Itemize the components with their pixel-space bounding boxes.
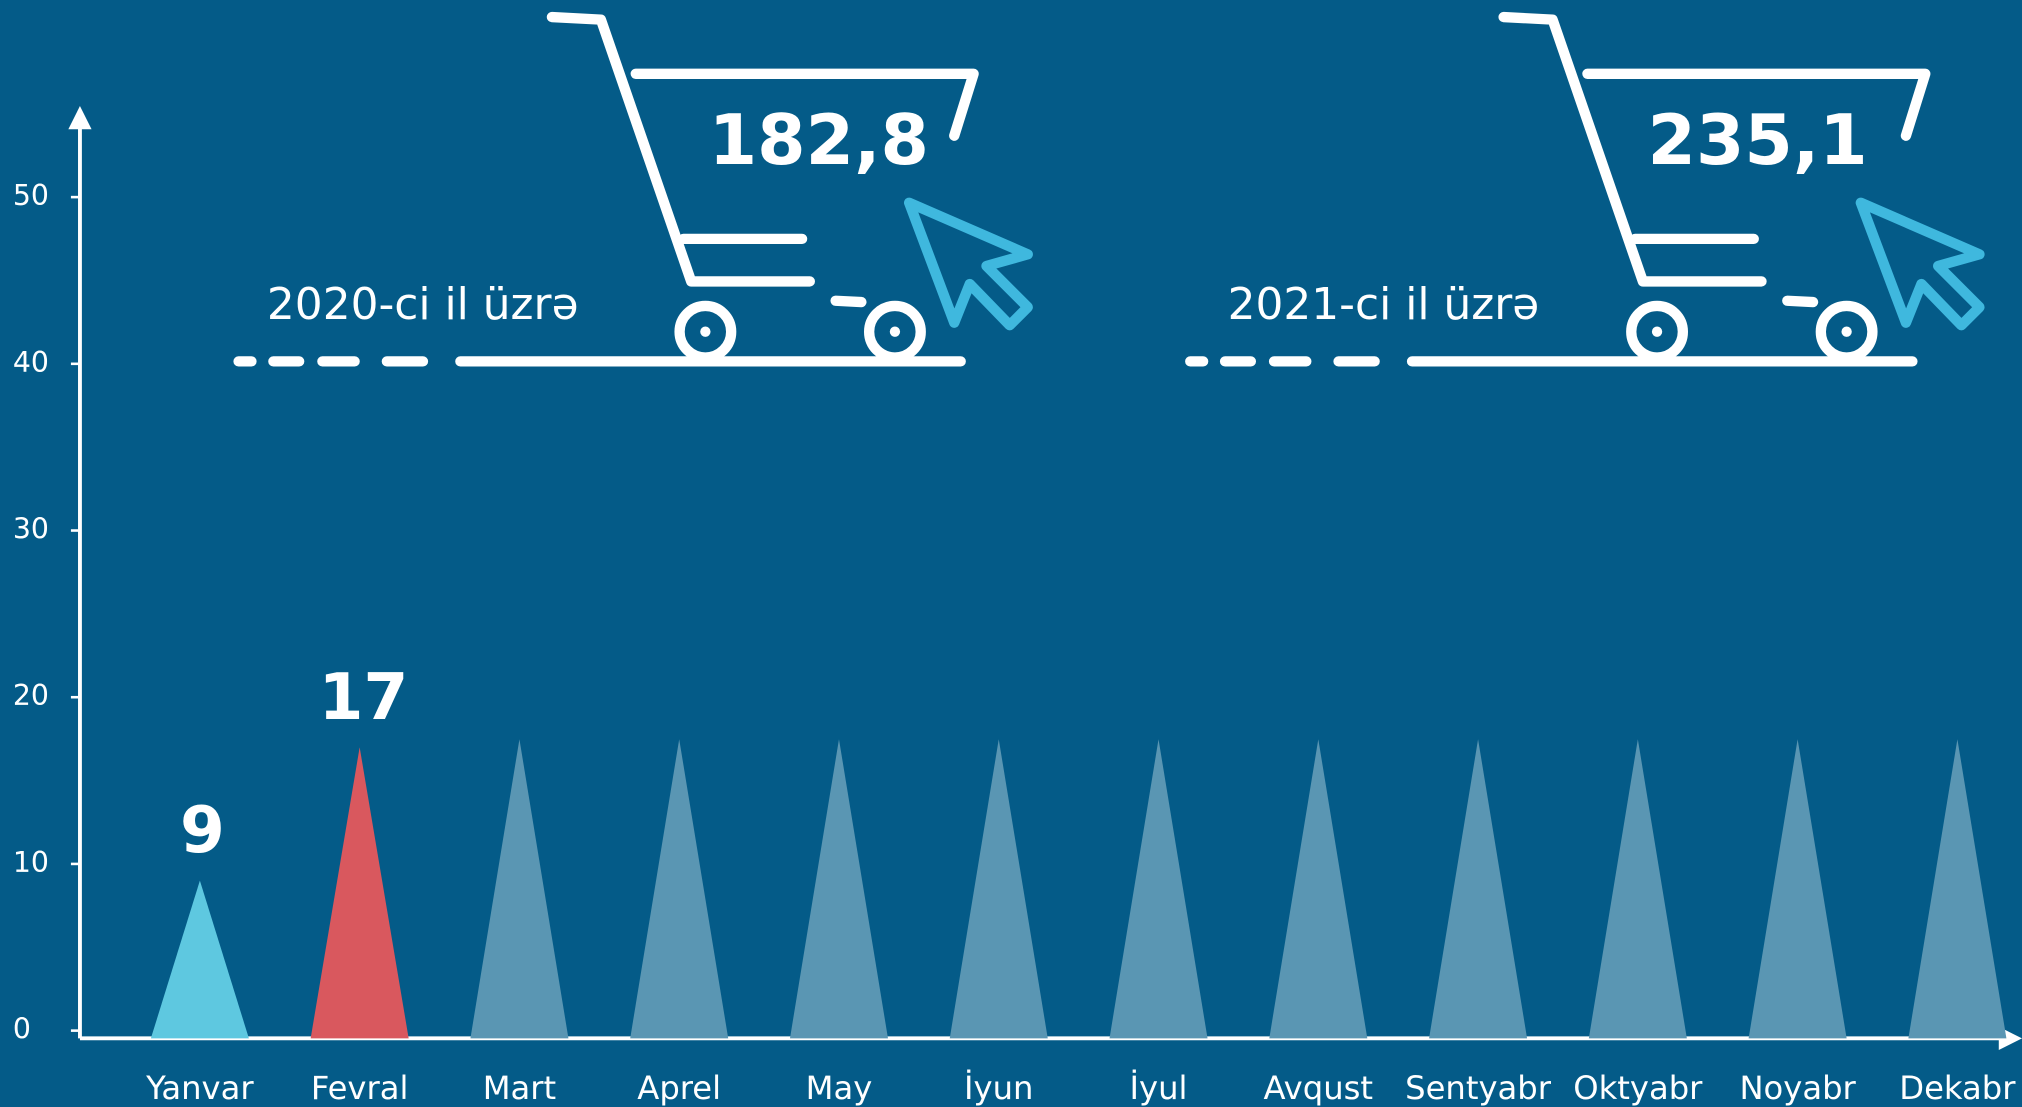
x-tick-label: Oktyabr xyxy=(1573,1069,1703,1107)
x-tick-label: Yanvar xyxy=(145,1069,254,1107)
placeholder-bar xyxy=(1269,739,1368,1039)
annotation-label: 2020-ci il üzrə xyxy=(267,279,579,330)
placeholder-bar xyxy=(1748,739,1847,1039)
y-tick-label: 40 xyxy=(13,346,49,379)
placeholder-bar xyxy=(630,739,729,1039)
placeholder-bar xyxy=(1908,739,2007,1039)
x-tick-label: İyul xyxy=(1130,1069,1188,1107)
x-tick-label: Avqust xyxy=(1264,1069,1374,1107)
x-tick-label: Mart xyxy=(483,1069,556,1107)
placeholder-bar xyxy=(470,739,569,1039)
cart-2021 xyxy=(1185,11,1985,367)
placeholder-bar xyxy=(1109,739,1208,1039)
data-label: 17 xyxy=(319,660,409,735)
x-tick-label: May xyxy=(806,1069,873,1107)
bar xyxy=(150,880,249,1039)
placeholder-bar xyxy=(1429,739,1528,1039)
x-tick-label: Sentyabr xyxy=(1405,1069,1552,1107)
y-tick-label: 20 xyxy=(13,679,49,712)
x-tick-label: Fevral xyxy=(311,1069,409,1107)
x-tick-label: İyun xyxy=(964,1069,1033,1107)
placeholder-bar xyxy=(949,739,1048,1039)
bar xyxy=(310,747,409,1039)
x-tick-label: Noyabr xyxy=(1739,1069,1856,1107)
placeholder-bar xyxy=(789,739,888,1039)
x-tick-label: Dekabr xyxy=(1899,1069,2016,1107)
y-tick-label: 10 xyxy=(13,846,49,879)
y-tick-label: 50 xyxy=(13,179,49,212)
x-tick-label: Aprel xyxy=(637,1069,721,1107)
cart-2020 xyxy=(233,11,1033,367)
data-label: 9 xyxy=(180,793,225,868)
annotation-label: 2021-ci il üzrə xyxy=(1228,279,1540,330)
y-tick-label: 30 xyxy=(13,513,49,546)
annotation-value: 182,8 xyxy=(709,100,929,181)
y-tick-label: 0 xyxy=(13,1013,31,1046)
placeholder-bar xyxy=(1588,739,1687,1039)
annotation-value: 235,1 xyxy=(1648,100,1868,181)
